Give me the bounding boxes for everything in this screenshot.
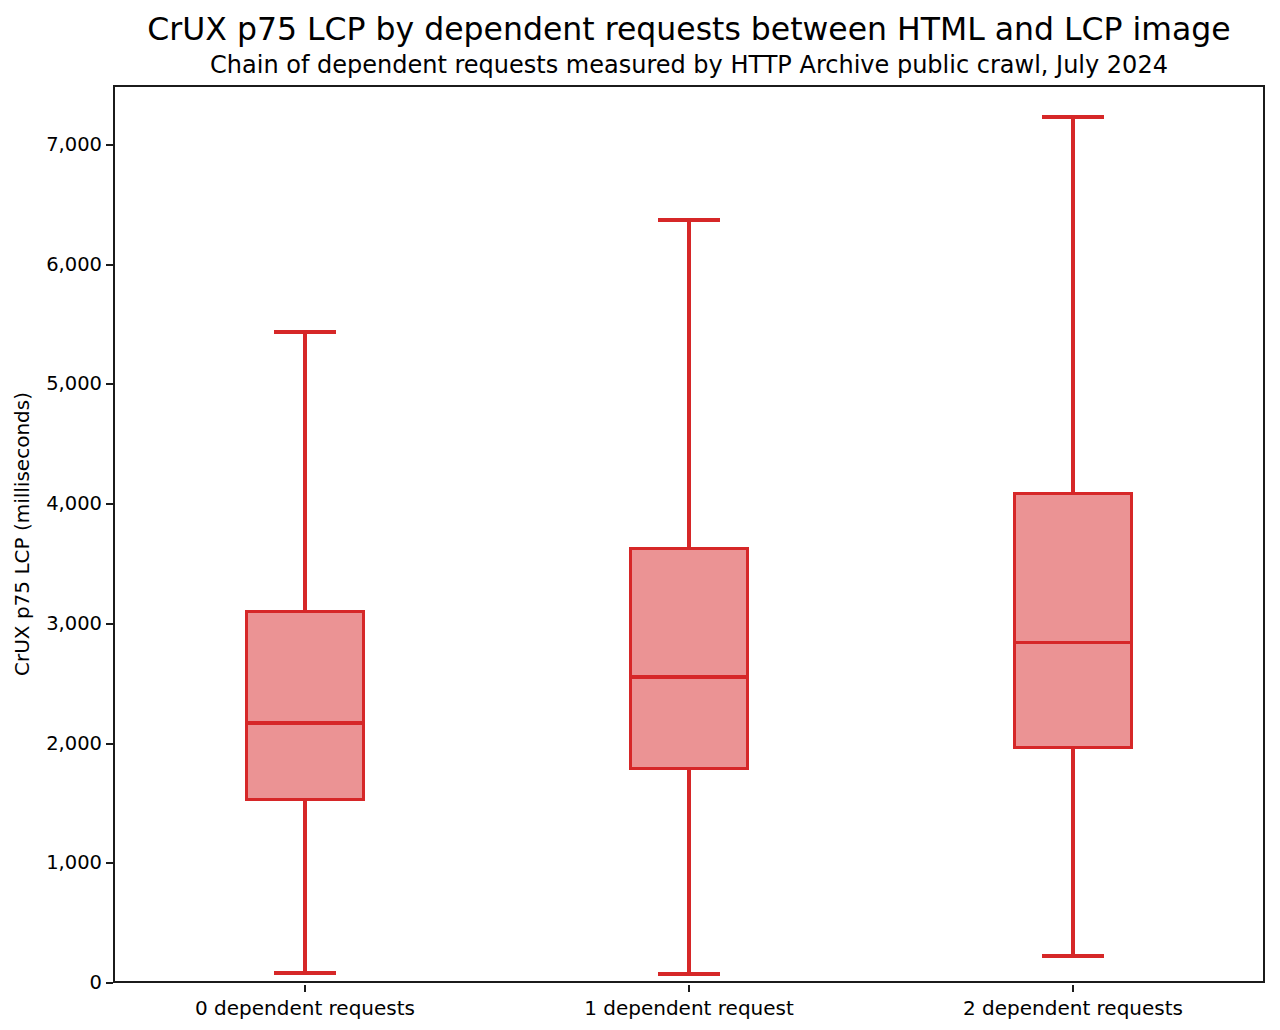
whisker-cap-lower — [274, 971, 336, 975]
whisker-upper — [303, 332, 307, 612]
y-tick-mark — [106, 862, 113, 864]
y-tick-mark — [106, 144, 113, 146]
whisker-lower — [687, 768, 691, 974]
whisker-lower — [303, 799, 307, 973]
y-tick-label: 3,000 — [12, 613, 102, 635]
x-tick-label: 0 dependent requests — [175, 996, 435, 1020]
x-tick-label: 2 dependent requests — [943, 996, 1203, 1020]
whisker-cap-lower — [658, 972, 720, 976]
box-iqr — [629, 547, 749, 770]
y-tick-label: 1,000 — [12, 852, 102, 874]
whisker-cap-upper — [658, 218, 720, 222]
chart-subtitle: Chain of dependent requests measured by … — [113, 51, 1265, 79]
x-tick-label: 1 dependent request — [559, 996, 819, 1020]
y-tick-mark — [106, 743, 113, 745]
median-line — [1013, 641, 1133, 645]
y-tick-mark — [106, 982, 113, 984]
x-tick-mark — [688, 985, 690, 992]
whisker-upper — [1071, 117, 1075, 494]
y-tick-mark — [106, 623, 113, 625]
y-tick-mark — [106, 264, 113, 266]
box-iqr — [245, 610, 365, 801]
whisker-lower — [1071, 748, 1075, 956]
x-tick-mark — [304, 985, 306, 992]
y-tick-label: 0 — [12, 972, 102, 994]
median-line — [629, 675, 749, 679]
y-tick-label: 4,000 — [12, 493, 102, 515]
chart-title: CrUX p75 LCP by dependent requests betwe… — [113, 11, 1265, 47]
whisker-cap-upper — [274, 330, 336, 334]
figure: CrUX p75 LCP by dependent requests betwe… — [0, 0, 1280, 1030]
y-tick-label: 2,000 — [12, 733, 102, 755]
box-iqr — [1013, 492, 1133, 749]
y-tick-label: 7,000 — [12, 134, 102, 156]
whisker-cap-lower — [1042, 954, 1104, 958]
median-line — [245, 721, 365, 725]
y-tick-mark — [106, 503, 113, 505]
y-tick-mark — [106, 383, 113, 385]
y-tick-label: 5,000 — [12, 373, 102, 395]
whisker-cap-upper — [1042, 115, 1104, 119]
whisker-upper — [687, 220, 691, 549]
x-tick-mark — [1072, 985, 1074, 992]
y-tick-label: 6,000 — [12, 254, 102, 276]
